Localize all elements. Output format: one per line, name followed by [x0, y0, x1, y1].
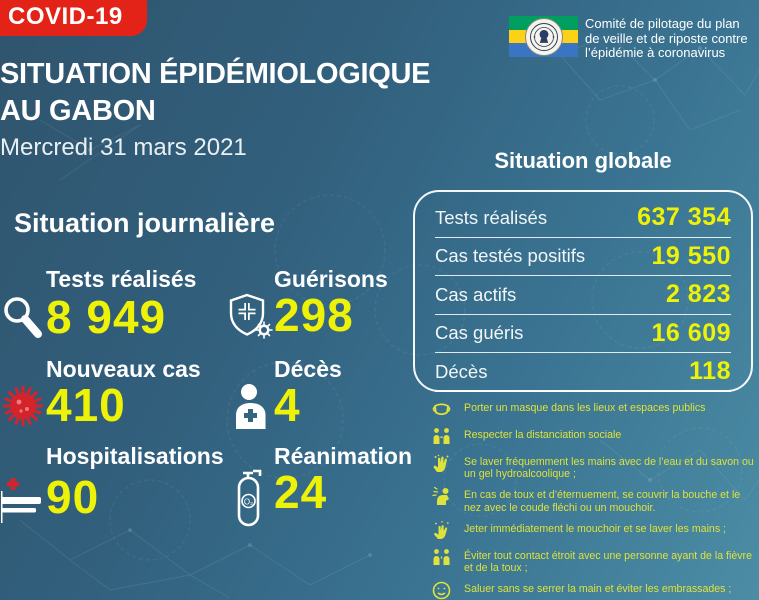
page-title-line1: SITUATION ÉPIDÉMIOLOGIQUE	[0, 58, 431, 90]
page-title-line2: AU GABON	[0, 95, 156, 127]
row-label: Tests réalisés	[435, 206, 548, 228]
list-item: Saluer sans se serrer la main et éviter …	[431, 580, 755, 600]
stat-value: 8 949	[46, 290, 167, 343]
hospital-bed-icon	[0, 477, 45, 525]
list-item: Jeter immédiatement le mouchoir et se la…	[431, 520, 755, 541]
row-label: Cas actifs	[435, 283, 517, 305]
recommendation-text: En cas de toux et d’éternuement, se couv…	[464, 489, 741, 514]
row-label: Décès	[435, 360, 488, 382]
stat-label: Réanimation	[274, 443, 413, 469]
row-value: 19 550	[651, 241, 731, 270]
page-title-block: SITUATION ÉPIDÉMIOLOGIQUE AU GABON Mercr…	[0, 56, 431, 162]
stat-value: 410	[46, 379, 126, 431]
oxygen-label: O₂	[244, 498, 253, 507]
org-name-line3: l’épidémie à coronavirus	[585, 45, 726, 61]
stat-guerisons: Guérisons 298	[228, 266, 414, 342]
row-value: 637 354	[637, 203, 731, 232]
sneeze-elbow-icon	[431, 486, 452, 507]
magnifier-icon	[1, 295, 45, 341]
org-name-line1: Comité de pilotage du plan	[585, 16, 740, 31]
table-row: Décès 118	[435, 353, 731, 392]
tissue-hand-icon	[431, 520, 452, 541]
global-table: Tests réalisés 637 354 Cas testés positi…	[413, 190, 753, 392]
list-item: Respecter la distanciation sociale	[431, 426, 755, 447]
hand-wash-icon	[431, 453, 452, 474]
stat-label: Guérisons	[274, 266, 388, 292]
table-row: Cas guéris 16 609	[435, 315, 731, 353]
covid-banner: COVID-19	[0, 0, 147, 36]
recommendation-text: Porter un masque dans les lieux et espac…	[464, 402, 706, 414]
table-row: Tests réalisés 637 354	[435, 199, 731, 238]
daily-section: Situation journalière Tests réalisés 8 9…	[0, 207, 418, 527]
recommendation-text: Se laver fréquemment les mains avec de l…	[464, 456, 754, 481]
list-item: Éviter tout contact étroit avec une pers…	[431, 547, 755, 574]
gabon-seal-icon	[525, 18, 563, 56]
stat-value: 24	[274, 466, 328, 518]
oxygen-tank-icon: O₂	[235, 469, 267, 527]
table-row: Cas actifs 2 823	[435, 276, 731, 315]
report-date: Mercredi 31 mars 2021	[0, 134, 247, 161]
greeting-face-icon	[431, 580, 452, 600]
list-item: Porter un masque dans les lieux et espac…	[431, 399, 755, 420]
stat-label: Hospitalisations	[46, 443, 224, 469]
global-section-title: Situation globale	[494, 148, 672, 173]
avoid-contact-icon	[431, 547, 452, 568]
distancing-icon	[431, 426, 452, 447]
stat-deces: Décès 4	[228, 356, 414, 429]
list-item: En cas de toux et d’éternuement, se couv…	[431, 486, 755, 514]
stat-value: 4	[274, 379, 301, 431]
recommendation-text: Éviter tout contact étroit avec une pers…	[464, 549, 752, 575]
table-row: Cas testés positifs 19 550	[435, 238, 731, 276]
stat-nouveaux-cas: Nouveaux cas 4	[0, 356, 228, 429]
stat-reanimation: Réanimation O₂ 24	[228, 443, 414, 527]
org-name-line2: de veille et de riposte contre	[585, 30, 748, 46]
shield-cross-virus-icon	[228, 292, 274, 342]
stat-value: 298	[274, 289, 354, 341]
stat-label: Tests réalisés	[46, 266, 197, 292]
stat-label: Décès	[274, 356, 342, 382]
row-label: Cas guéris	[435, 322, 524, 344]
org-header: Comité de pilotage du plan de veille et …	[509, 16, 748, 61]
covid-banner-label: COVID-19	[8, 3, 123, 30]
person-cross-icon	[232, 383, 270, 429]
gabon-flag	[509, 16, 578, 57]
stat-hospitalisations: Hospitalisations 90	[0, 443, 228, 527]
virus-icon	[2, 383, 44, 429]
row-value: 118	[689, 357, 731, 386]
recommendations-list: Porter un masque dans les lieux et espac…	[431, 399, 755, 600]
mask-icon	[431, 399, 452, 420]
list-item: Se laver fréquemment les mains avec de l…	[431, 453, 755, 480]
recommendation-text: Respecter la distanciation sociale	[464, 429, 622, 441]
recommendation-text: Jeter immédiatement le mouchoir et se la…	[464, 522, 727, 535]
org-name: Comité de pilotage du plan de veille et …	[585, 16, 748, 61]
daily-section-title: Situation journalière	[14, 208, 276, 238]
row-value: 2 823	[665, 280, 731, 309]
stat-value: 90	[46, 471, 100, 523]
recommendation-text: Saluer sans se serrer la main et éviter …	[464, 583, 732, 596]
row-label: Cas testés positifs	[435, 245, 586, 267]
stat-tests-realises: Tests réalisés 8 949	[0, 266, 228, 342]
daily-stats-grid: Tests réalisés 8 949 Guérisons	[0, 266, 418, 527]
stat-label: Nouveaux cas	[46, 356, 201, 382]
row-value: 16 609	[651, 318, 731, 347]
